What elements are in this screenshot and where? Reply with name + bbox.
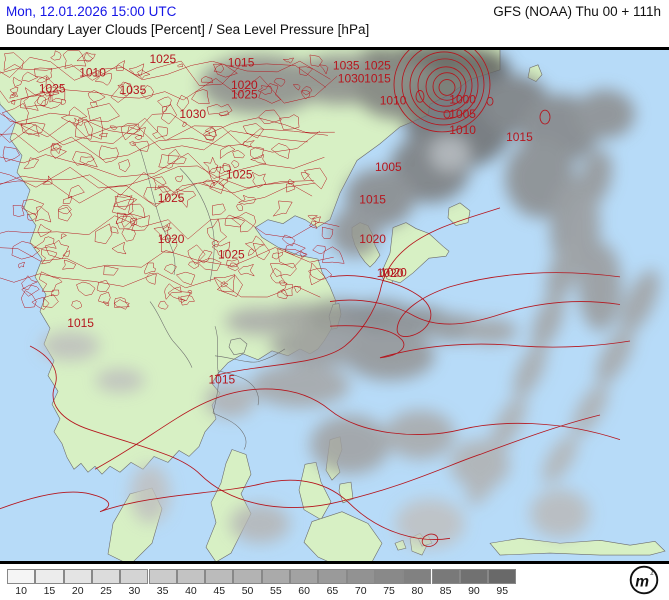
svg-text:m: m [635, 574, 649, 591]
svg-text:1015: 1015 [209, 373, 236, 387]
svg-text:1030: 1030 [179, 107, 206, 121]
svg-text:1015: 1015 [364, 72, 391, 86]
svg-text:1030: 1030 [338, 72, 365, 86]
svg-text:1015: 1015 [228, 55, 255, 69]
svg-text:1010: 1010 [449, 123, 476, 137]
svg-text:1025: 1025 [231, 88, 258, 102]
svg-text:1000: 1000 [449, 92, 476, 106]
svg-text:1005: 1005 [449, 107, 476, 121]
svg-text:1010: 1010 [380, 94, 407, 108]
svg-text:1015: 1015 [506, 130, 533, 144]
svg-text:1035: 1035 [333, 59, 360, 73]
svg-text:1: 1 [650, 570, 654, 577]
svg-text:1025: 1025 [364, 59, 391, 73]
svg-text:1020: 1020 [377, 266, 404, 280]
svg-text:1025: 1025 [158, 191, 185, 205]
svg-text:1015: 1015 [359, 192, 386, 206]
svg-text:1020: 1020 [359, 232, 386, 246]
svg-text:1005: 1005 [375, 160, 402, 174]
svg-text:1025: 1025 [218, 248, 245, 262]
svg-text:1025: 1025 [150, 52, 177, 66]
svg-text:1015: 1015 [67, 316, 94, 330]
